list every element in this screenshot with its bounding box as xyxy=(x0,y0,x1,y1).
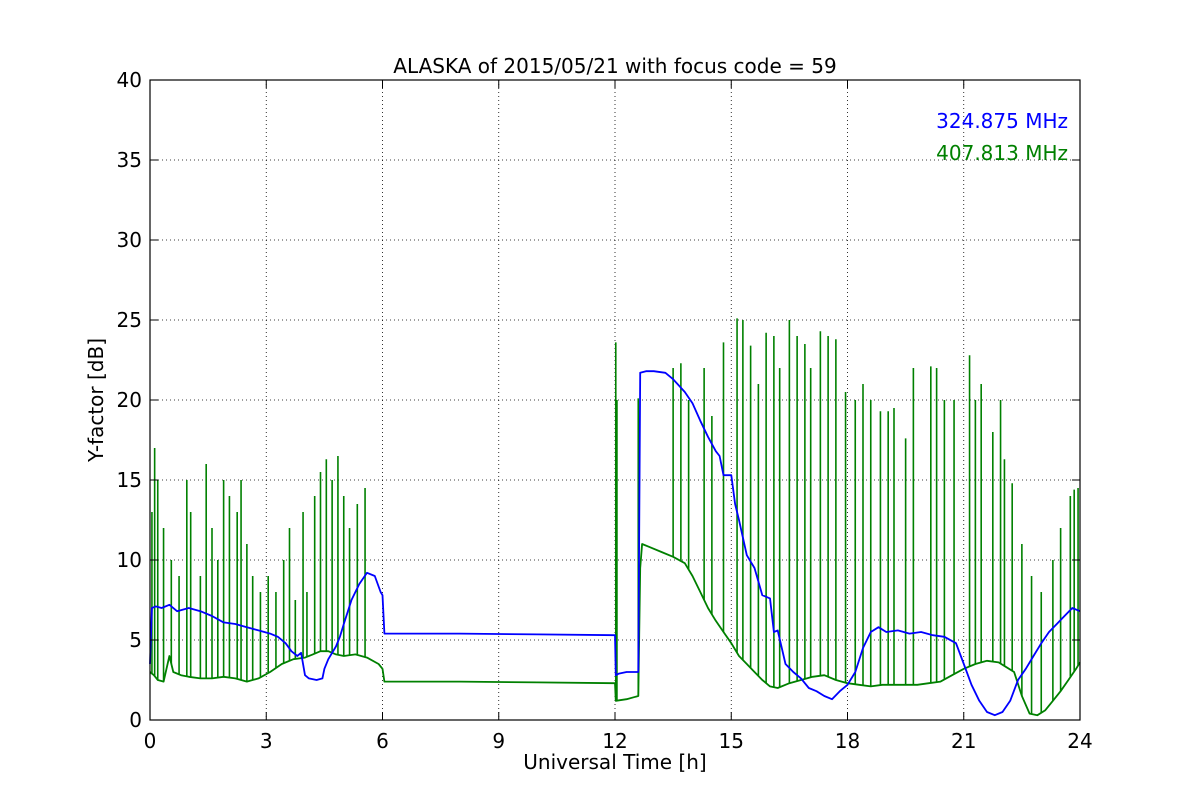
chart-title: ALASKA of 2015/05/21 with focus code = 5… xyxy=(393,54,836,78)
series-group xyxy=(149,318,1081,717)
y-tick-label: 15 xyxy=(117,468,142,492)
x-tick-label: 6 xyxy=(376,729,389,753)
series-line-324-875-mhz xyxy=(149,370,1081,717)
series-line-407-813-mhz xyxy=(149,543,1081,717)
y-tick-label: 10 xyxy=(117,548,142,572)
x-tick-label: 9 xyxy=(492,729,505,753)
y-tick-label: 0 xyxy=(129,708,142,732)
y-tick-label: 25 xyxy=(117,308,142,332)
x-axis-label: Universal Time [h] xyxy=(523,750,706,774)
y-tick-label: 40 xyxy=(117,68,142,92)
x-tick-label: 15 xyxy=(719,729,744,753)
x-tick-label: 21 xyxy=(951,729,976,753)
legend: 324.875 MHz 407.813 MHz xyxy=(936,109,1068,165)
axis-ticks: 0 3 6 9 12 15 18 21 24 0 5 10 15 20 25 30 35 40 xyxy=(117,68,1093,753)
y-tick-label: 30 xyxy=(117,228,142,252)
y-tick-label: 20 xyxy=(117,388,142,412)
x-tick-label: 24 xyxy=(1067,729,1092,753)
x-tick-label: 18 xyxy=(835,729,860,753)
y-axis-label: Y-factor [dB] xyxy=(84,338,108,463)
x-tick-label: 0 xyxy=(144,729,157,753)
x-tick-label: 3 xyxy=(260,729,273,753)
legend-entry: 324.875 MHz xyxy=(936,109,1068,133)
y-tick-label: 35 xyxy=(117,148,142,172)
x-tick-label: 12 xyxy=(602,729,627,753)
legend-entry: 407.813 MHz xyxy=(936,141,1068,165)
y-tick-label: 5 xyxy=(129,628,142,652)
